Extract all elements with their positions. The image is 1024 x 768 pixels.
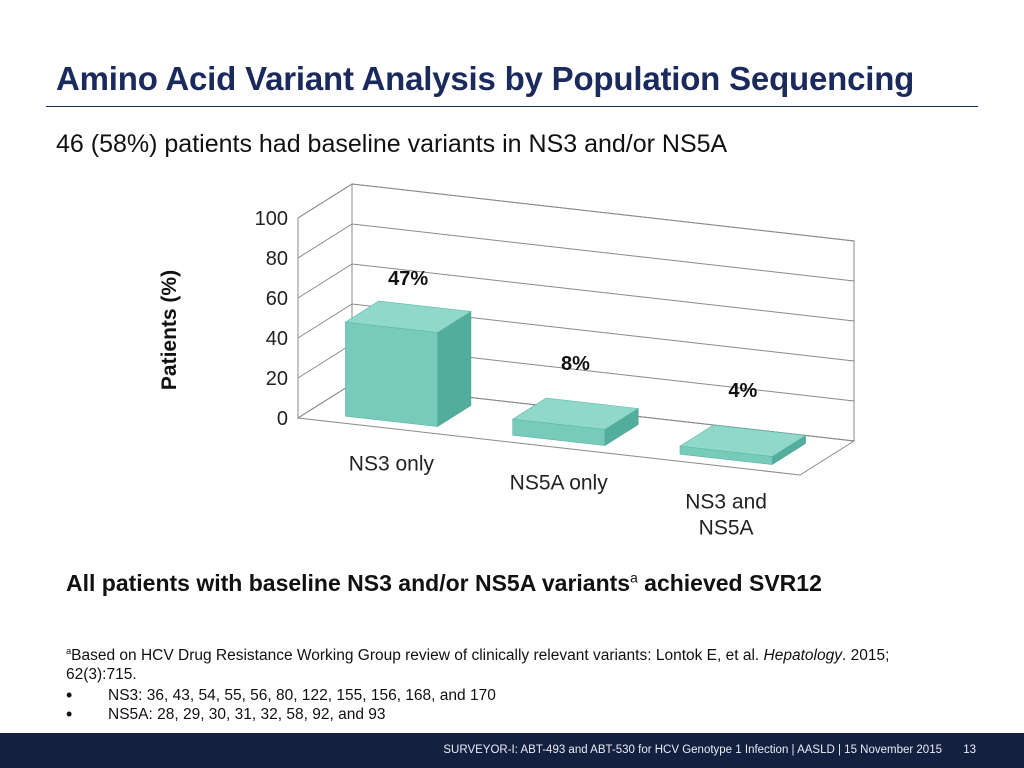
footer-bar: SURVEYOR-I: ABT-493 and ABT-530 for HCV …: [0, 733, 1024, 768]
footnote-superscript: a: [66, 646, 72, 656]
title-divider: [46, 106, 978, 107]
footnote-journal: Hepatology: [763, 647, 842, 665]
footnote-citation: . 2015; 62(3):715.: [66, 647, 890, 684]
data-label: 4%: [728, 380, 757, 402]
y-axis-title: Patients (%): [158, 270, 181, 390]
bar-chart: 0 20 40 60 80 100 Patients (%) 47% NS3 only 8% NS5…: [140, 170, 860, 550]
bar: [679, 445, 773, 465]
page-number: 13: [963, 744, 976, 756]
gridline: [297, 303, 855, 362]
gridline: [297, 223, 855, 282]
data-label: 47%: [388, 268, 428, 290]
variant-list: NS3: 36, 43, 54, 55, 56, 80, 122, 155, 1…: [66, 686, 496, 724]
gridline: [297, 183, 855, 242]
bar-chart-svg: 0 20 40 60 80 100 Patients (%) 47% NS3 only 8% NS5…: [158, 183, 856, 540]
variant-list-item-ns3: NS3: 36, 43, 54, 55, 56, 80, 122, 155, 1…: [66, 686, 496, 705]
data-label: 8%: [561, 353, 590, 375]
conclusion-superscript: a: [630, 570, 638, 586]
y-tick-label: 60: [266, 288, 288, 310]
variant-list-item-ns5a: NS5A: 28, 29, 30, 31, 32, 58, 92, and 93: [66, 705, 496, 724]
conclusion-statement: All patients with baseline NS3 and/or NS…: [66, 570, 822, 597]
y-tick-label: 0: [277, 408, 288, 430]
bar: [345, 321, 438, 427]
x-tick-label: NS3 and NS5A: [685, 491, 767, 540]
gridline: [297, 263, 855, 322]
slide-title: Amino Acid Variant Analysis by Populatio…: [56, 60, 915, 97]
slide-subtitle: 46 (58%) patients had baseline variants …: [56, 130, 728, 158]
y-tick-label: 40: [266, 328, 288, 350]
side-wall: [297, 183, 353, 419]
conclusion-main: All patients with baseline NS3 and/or NS…: [66, 570, 631, 596]
conclusion-tail: achieved SVR12: [637, 570, 822, 596]
footnote-text: Based on HCV Drug Resistance Working Gro…: [71, 647, 764, 665]
footnote: aBased on HCV Drug Resistance Working Gr…: [66, 642, 926, 684]
x-tick-label: NS3 only: [349, 453, 435, 476]
y-tick-label: 20: [266, 368, 288, 390]
bar: [512, 418, 606, 446]
x-tick-label: NS5A only: [510, 472, 609, 495]
y-tick-label: 80: [266, 248, 288, 270]
footer-text: SURVEYOR-I: ABT-493 and ABT-530 for HCV …: [443, 744, 942, 756]
y-tick-label: 100: [255, 208, 288, 230]
